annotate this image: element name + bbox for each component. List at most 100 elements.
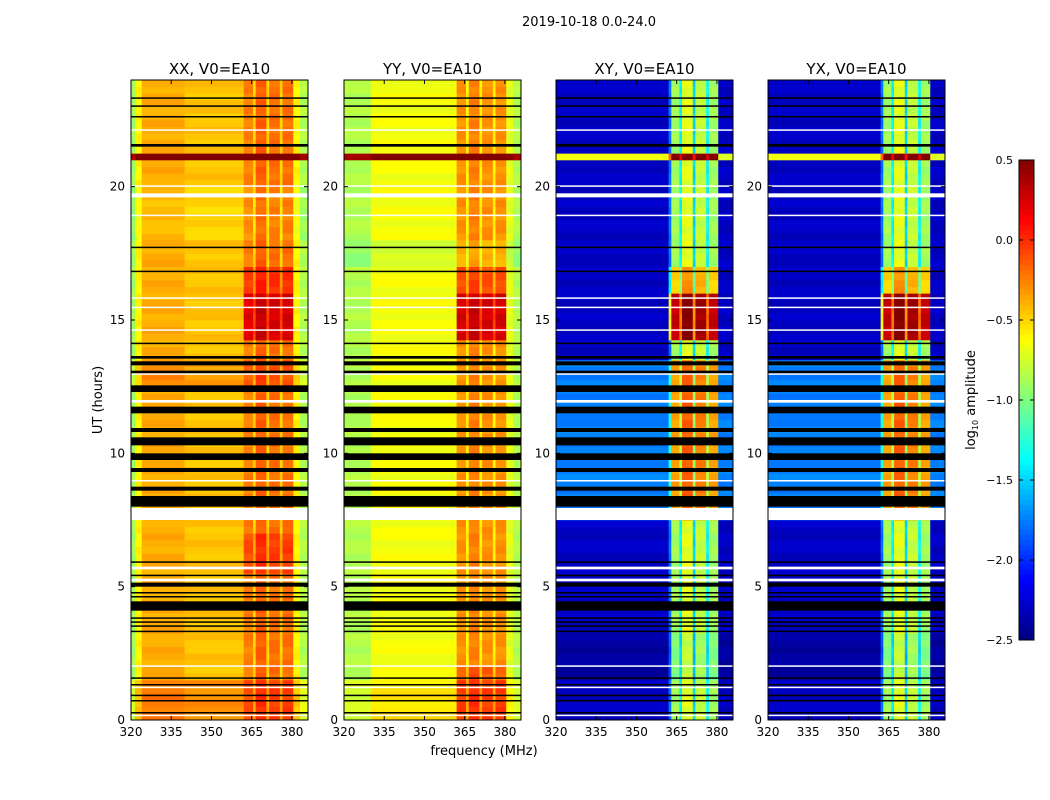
heatmap-cell [883, 633, 892, 641]
heatmap-cell [920, 520, 931, 527]
heatmap-cell [141, 680, 185, 687]
heatmap-cell [466, 586, 470, 594]
heatmap-cell [706, 133, 710, 141]
heatmap-cell [255, 266, 267, 274]
heatmap-cell [135, 273, 143, 281]
heatmap-cell [269, 200, 281, 207]
colorbar-segment [1019, 545, 1034, 551]
heatmap-cell [282, 706, 294, 714]
heatmap-cell [492, 186, 496, 194]
heatmap-cell [920, 120, 931, 127]
colorbar-segment [1019, 325, 1034, 331]
heatmap-cell [920, 80, 931, 87]
heatmap-cell [131, 246, 136, 254]
heatmap-cell [891, 286, 895, 294]
colorbar-segment [1019, 395, 1034, 401]
heatmap-cell [282, 446, 294, 454]
heatmap-cell [344, 520, 372, 527]
heatmap-cell [495, 286, 507, 294]
heatmap-cell [255, 520, 267, 527]
heatmap-cell [482, 140, 494, 147]
heatmap-cell [495, 293, 507, 301]
heatmap-cell [131, 153, 136, 161]
heatmap-cell [668, 586, 672, 594]
heatmap-cell [718, 166, 734, 174]
heatmap-cell [668, 613, 672, 621]
heatmap-cell [668, 413, 672, 421]
heatmap-cell [512, 153, 522, 161]
heatmap-cell [695, 640, 707, 647]
heatmap-cell [891, 666, 895, 674]
heatmap-cell [243, 633, 254, 641]
heatmap-cell [768, 620, 881, 627]
heatmap-cell [279, 673, 283, 681]
heatmap-cell [266, 520, 270, 527]
heatmap-cell [894, 160, 906, 167]
heatmap-cell [282, 533, 294, 541]
heatmap-cell [894, 413, 906, 421]
heatmap-cell [706, 560, 710, 567]
heatmap-cell [682, 533, 694, 541]
heatmap-cell [708, 686, 719, 694]
heatmap-cell [269, 313, 281, 321]
heatmap-cell [141, 420, 185, 427]
heatmap-cell [479, 80, 483, 87]
heatmap-cell [920, 306, 931, 314]
colorbar-segment [1019, 180, 1034, 186]
heatmap-cell [479, 646, 483, 654]
heatmap-cell [269, 640, 281, 647]
heatmap-cell [671, 313, 680, 321]
heatmap-cell [141, 520, 185, 527]
heatmap-cell [695, 693, 707, 701]
heatmap-cell [282, 653, 294, 661]
heatmap-cell [692, 633, 696, 641]
heatmap-cell [492, 646, 496, 654]
heatmap-cell [918, 380, 922, 387]
heatmap-cell [695, 306, 707, 314]
heatmap-cell [456, 273, 467, 281]
heatmap-cell [293, 566, 301, 574]
heatmap-cell [456, 233, 467, 241]
flagged-row [131, 453, 308, 460]
heatmap-cell [266, 300, 270, 307]
heatmap-cell [671, 520, 680, 527]
heatmap-cell [253, 180, 257, 187]
heatmap-cell [492, 173, 496, 181]
heatmap-cell [668, 566, 672, 574]
heatmap-cell [293, 586, 301, 594]
flagged-row [344, 694, 521, 697]
heatmap-cell [141, 706, 185, 714]
heatmap-cell [708, 713, 719, 721]
heatmap-cell [682, 673, 694, 681]
heatmap-cell [706, 213, 710, 221]
heatmap-cell [253, 553, 257, 561]
flagged-row [344, 342, 521, 345]
heatmap-cell [479, 106, 483, 114]
heatmap-cell [904, 200, 908, 207]
heatmap-cell [883, 366, 892, 374]
heatmap-cell [907, 653, 919, 661]
heatmap-cell [718, 546, 734, 554]
heatmap-cell [184, 433, 244, 441]
heatmap-cell [891, 540, 895, 547]
heatmap-cell [279, 640, 283, 647]
heatmap-cell [468, 306, 480, 314]
heatmap-cell [768, 540, 881, 547]
heatmap-cell [266, 146, 270, 154]
heatmap-cell [894, 566, 906, 574]
heatmap-cell [255, 533, 267, 541]
heatmap-cell [930, 560, 946, 567]
heatmap-cell [930, 206, 946, 214]
panel-title: XX, V0=EA10 [169, 60, 270, 78]
heatmap-cell [679, 93, 683, 101]
heatmap-cell [708, 413, 719, 421]
heatmap-cell [880, 106, 884, 114]
heatmap-cell [679, 533, 683, 541]
heatmap-cell [456, 260, 467, 267]
heatmap-cell [131, 613, 136, 621]
heatmap-cell [718, 213, 734, 221]
heatmap-cell [668, 186, 672, 194]
heatmap-cell [468, 420, 480, 427]
heatmap-cell [708, 246, 719, 254]
heatmap-cell [468, 460, 480, 467]
